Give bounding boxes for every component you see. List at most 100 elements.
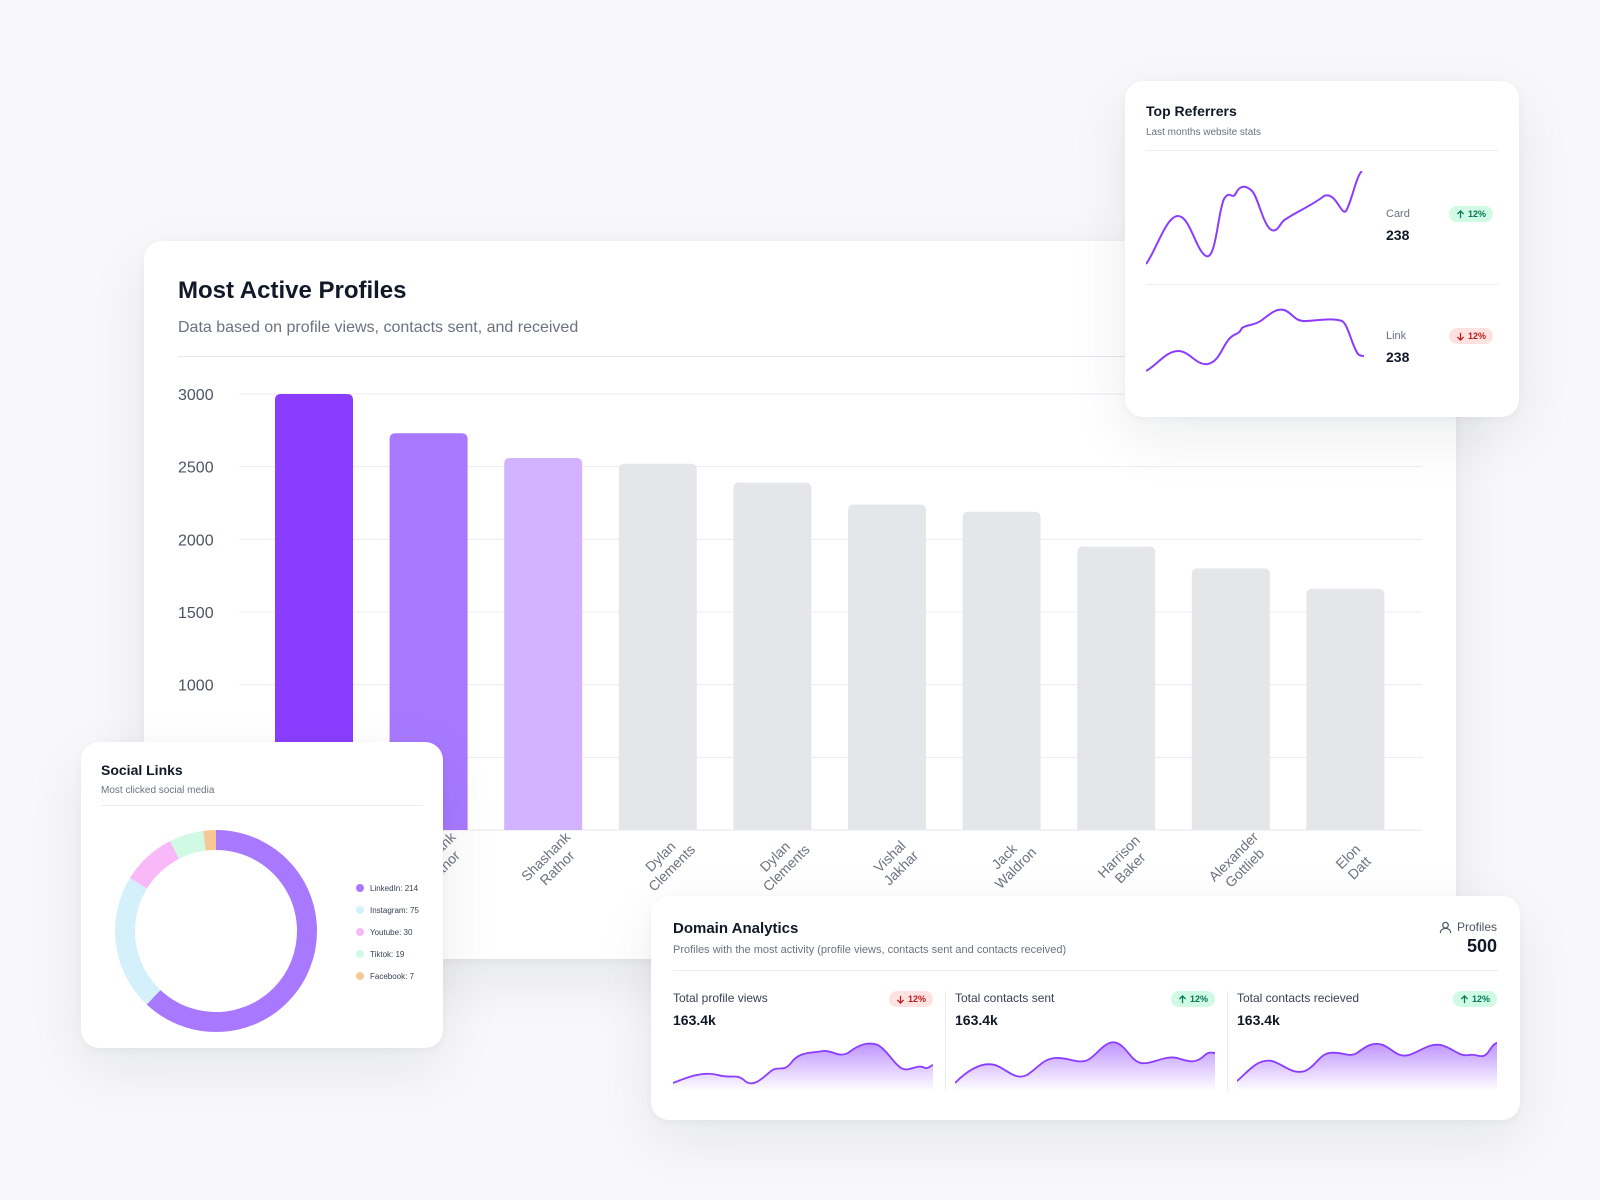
donut-slice[interactable] <box>129 841 180 889</box>
most-active-subtitle: Data based on profile views, contacts se… <box>178 319 579 336</box>
y-tick-label: 3000 <box>178 387 214 404</box>
metric-change: 12% <box>1189 994 1208 1004</box>
metric-sparkline <box>1237 1042 1497 1091</box>
bar[interactable] <box>1191 568 1270 830</box>
bar[interactable] <box>733 482 812 830</box>
bar[interactable] <box>1077 546 1156 830</box>
metric-label: Total contacts sent <box>955 991 1055 1005</box>
metric-change: 12% <box>907 994 926 1004</box>
bar[interactable] <box>618 463 697 830</box>
profiles-label: Profiles <box>1439 920 1497 934</box>
metric-separator <box>1227 991 1228 1091</box>
domain-subtitle: Profiles with the most activity (profile… <box>673 944 1067 956</box>
bar[interactable] <box>275 394 353 830</box>
referrer-link-change-badge: 12% <box>1449 328 1494 344</box>
user-icon <box>1439 921 1452 933</box>
arrow-up-icon <box>1178 994 1187 1003</box>
metric-line <box>955 1041 1215 1084</box>
metric-profile-views: Total profile views 163.4k 12% <box>673 991 933 1101</box>
referrer-card-sparkline <box>1146 171 1363 265</box>
referrer-card-value: 238 <box>1386 227 1410 243</box>
metric-value: 163.4k <box>673 1012 716 1028</box>
metric-line <box>1237 1042 1497 1082</box>
legend-label-tiktok: Tiktok: 19 <box>370 949 405 959</box>
legend-item-facebook: Facebook: 7 <box>356 965 419 987</box>
domain-title: Domain Analytics <box>673 920 799 937</box>
metric-area <box>955 1042 1215 1091</box>
donut-slice[interactable] <box>203 830 217 851</box>
arrow-down-icon <box>1456 332 1465 341</box>
most-active-title: Most Active Profiles <box>178 277 407 304</box>
legend-item-linkedin: LinkedIn: 214 <box>356 877 419 899</box>
y-tick-label: 2500 <box>178 460 214 477</box>
donut-slice[interactable] <box>146 830 317 1032</box>
youtube-dot <box>356 928 364 936</box>
metric-change: 12% <box>1471 994 1490 1004</box>
metric-change-badge: 12% <box>1452 991 1497 1007</box>
bar-chart: 10001500200025003000RathorShashankRathor… <box>178 387 1422 894</box>
legend-item-tiktok: Tiktok: 19 <box>356 943 419 965</box>
metric-sparkline <box>955 1041 1215 1091</box>
top-referrers-card: Top Referrers Last months website stats … <box>1125 81 1519 417</box>
domain-analytics-card: Domain Analytics Profiles with the most … <box>651 896 1520 1120</box>
linkedin-dot <box>356 884 364 892</box>
donut-slice[interactable] <box>169 830 207 860</box>
bar[interactable] <box>848 504 926 830</box>
tiktok-dot <box>356 950 364 958</box>
profiles-label-text: Profiles <box>1456 920 1497 934</box>
y-tick-label: 1000 <box>178 678 214 695</box>
metric-contacts-sent: Total contacts sent 163.4k 12% <box>955 991 1215 1101</box>
bar[interactable] <box>962 511 1041 830</box>
legend-label-instagram: Instagram: 75 <box>370 905 419 915</box>
metric-label: Total profile views <box>673 991 768 1005</box>
social-title: Social Links <box>101 762 183 778</box>
metric-change-badge: 12% <box>1170 991 1215 1007</box>
metric-separator <box>945 991 946 1091</box>
legend-label-youtube: Youtube: 30 <box>370 927 413 937</box>
referrer-link-line <box>1146 308 1365 372</box>
bar[interactable] <box>504 457 583 830</box>
y-tick-label: 2000 <box>178 532 214 549</box>
legend-label-linkedin: LinkedIn: 214 <box>370 883 419 893</box>
metric-line <box>673 1042 933 1085</box>
referrers-title: Top Referrers <box>1146 103 1237 119</box>
referrer-card-label: Card <box>1386 208 1410 220</box>
referrer-card-change-badge: 12% <box>1449 206 1494 222</box>
facebook-dot <box>356 972 364 980</box>
metric-contacts-received: Total contacts recieved 163.4k 12% <box>1237 991 1497 1101</box>
donut-slice[interactable] <box>115 878 161 1005</box>
referrer-link-label: Link <box>1386 330 1407 342</box>
referrer-link-value: 238 <box>1386 349 1410 365</box>
bar[interactable] <box>389 433 468 830</box>
referrer-card-line <box>1146 171 1363 265</box>
referrers-divider <box>1146 150 1498 151</box>
referrer-card-change: 12% <box>1468 209 1487 219</box>
arrow-up-icon <box>1460 994 1469 1003</box>
y-tick-label: 1500 <box>178 605 214 622</box>
profiles-value: 500 <box>1466 936 1497 956</box>
instagram-dot <box>356 906 364 914</box>
legend-label-facebook: Facebook: 7 <box>370 971 415 981</box>
social-divider <box>101 805 423 806</box>
metric-change-badge: 12% <box>888 991 933 1007</box>
legend-item-instagram: Instagram: 75 <box>356 899 419 921</box>
referrer-link-change: 12% <box>1468 331 1487 341</box>
legend-item-youtube: Youtube: 30 <box>356 921 419 943</box>
metric-sparkline <box>673 1042 933 1091</box>
domain-divider <box>673 970 1498 971</box>
metric-value: 163.4k <box>955 1012 998 1028</box>
metric-area <box>673 1043 933 1091</box>
bar[interactable] <box>1306 588 1385 830</box>
referrers-row-divider <box>1146 284 1498 285</box>
metric-area <box>1237 1043 1497 1091</box>
referrers-subtitle: Last months website stats <box>1146 127 1262 138</box>
most-active-divider <box>178 356 1428 357</box>
